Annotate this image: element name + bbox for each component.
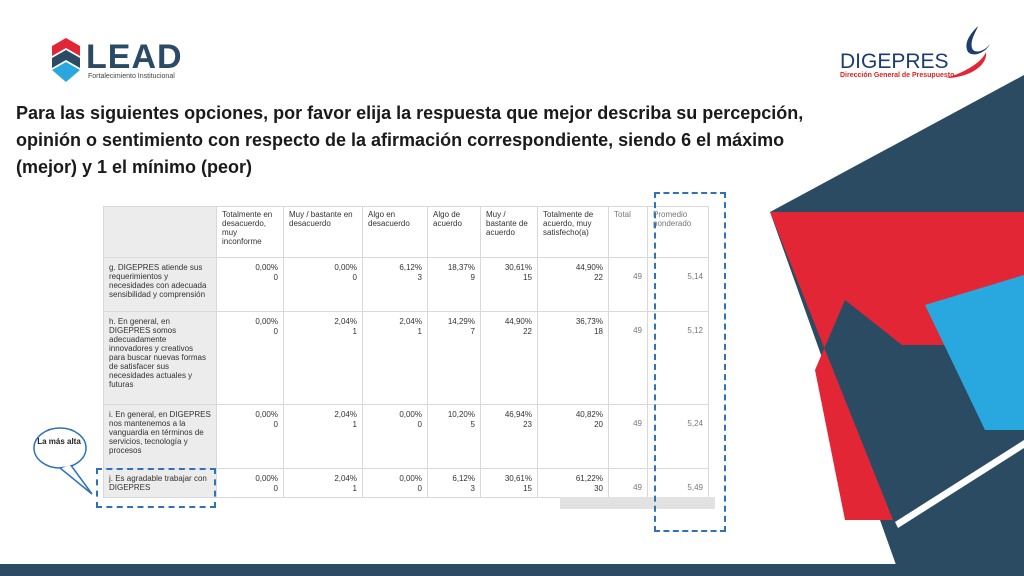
header-col-2: Muy / bastante en desacuerdo xyxy=(283,206,363,258)
table-row: h. En general, en DIGEPRES somos adecuad… xyxy=(103,311,709,405)
survey-table: Totalmente en desacuerdo, muy inconforme… xyxy=(103,206,709,498)
lead-mark-icon xyxy=(52,38,80,82)
header-col-5: Muy / bastante de acuerdo xyxy=(480,206,538,258)
cell: 44,90% 22 xyxy=(537,257,609,312)
cell: 61,22% 30 xyxy=(537,468,609,498)
table-row: g. DIGEPRES atiende sus requerimientos y… xyxy=(103,257,709,312)
white-strip xyxy=(895,440,1024,528)
cell: 36,73% 18 xyxy=(537,311,609,405)
highlight-row-j xyxy=(96,468,216,508)
row-total: 49 xyxy=(608,257,648,312)
header-col-6: Totalmente de acuerdo, muy satisfecho(a) xyxy=(537,206,609,258)
cell: 14,29% 7 xyxy=(427,311,481,405)
callout-text: La más alta xyxy=(37,437,81,446)
highlight-average-column xyxy=(654,192,726,532)
cell: 0,00% 0 xyxy=(362,404,428,469)
header-col-total: Total xyxy=(608,206,648,258)
slide-title: Para las siguientes opciones, por favor … xyxy=(16,103,804,177)
cell: 18,37% 9 xyxy=(427,257,481,312)
cell: 0,00% 0 xyxy=(216,311,284,405)
cell: 0,00% 0 xyxy=(216,404,284,469)
digepres-logo-subtitle: Dirección General de Presupuesto xyxy=(840,72,955,79)
cell: 6,12% 3 xyxy=(362,257,428,312)
row-total: 49 xyxy=(608,311,648,405)
row-question: g. DIGEPRES atiende sus requerimientos y… xyxy=(103,257,217,312)
cell: 0,00% 0 xyxy=(216,468,284,498)
digepres-swoosh-icon xyxy=(946,26,990,78)
header-corner xyxy=(103,206,217,258)
cell: 30,61% 15 xyxy=(480,257,538,312)
digepres-logo-text: DIGEPRES xyxy=(840,50,949,73)
sky-shape xyxy=(925,275,1024,430)
callout-bubble xyxy=(33,427,93,495)
lead-logo: LEAD Fortalecimiento Institucional xyxy=(50,36,200,86)
cell: 46,94% 23 xyxy=(480,404,538,469)
row-question: i. En general, en DIGEPRES nos mantenemo… xyxy=(103,404,217,469)
table-header-row: Totalmente en desacuerdo, muy inconforme… xyxy=(103,206,709,258)
cell: 44,90% 22 xyxy=(480,311,538,405)
red-shape xyxy=(770,212,1024,520)
cell: 2,04% 1 xyxy=(283,404,363,469)
cell: 0,00% 0 xyxy=(283,257,363,312)
row-total: 49 xyxy=(608,404,648,469)
lead-logo-tagline: Fortalecimiento Institucional xyxy=(88,73,175,80)
cell: 2,04% 1 xyxy=(283,311,363,405)
row-avg: 5,12 xyxy=(647,311,709,405)
row-question: h. En general, en DIGEPRES somos adecuad… xyxy=(103,311,217,405)
digepres-logo: DIGEPRES Dirección General de Presupuest… xyxy=(838,22,998,82)
cell: 2,04% 1 xyxy=(362,311,428,405)
cell: 2,04% 1 xyxy=(283,468,363,498)
cell: 30,61% 15 xyxy=(480,468,538,498)
cell: 0,00% 0 xyxy=(216,257,284,312)
cell: 0,00% 0 xyxy=(362,468,428,498)
row-avg: 5,14 xyxy=(647,257,709,312)
table-row: j. Es agradable trabajar con DIGEPRES 0,… xyxy=(103,468,709,498)
table-row: i. En general, en DIGEPRES nos mantenemo… xyxy=(103,404,709,469)
table-scrollbar[interactable] xyxy=(560,497,715,509)
bottom-bar xyxy=(0,564,1024,576)
cell: 40,82% 20 xyxy=(537,404,609,469)
header-col-4: Algo de acuerdo xyxy=(427,206,481,258)
lead-logo-text: LEAD xyxy=(86,38,183,76)
row-question: j. Es agradable trabajar con DIGEPRES xyxy=(103,468,217,498)
row-avg: 5,49 xyxy=(647,468,709,498)
header-col-1: Totalmente en desacuerdo, muy inconforme xyxy=(216,206,284,258)
cell: 6,12% 3 xyxy=(427,468,481,498)
header-col-3: Algo en desacuerdo xyxy=(362,206,428,258)
cell: 10,20% 5 xyxy=(427,404,481,469)
row-avg: 5,24 xyxy=(647,404,709,469)
row-total: 49 xyxy=(608,468,648,498)
